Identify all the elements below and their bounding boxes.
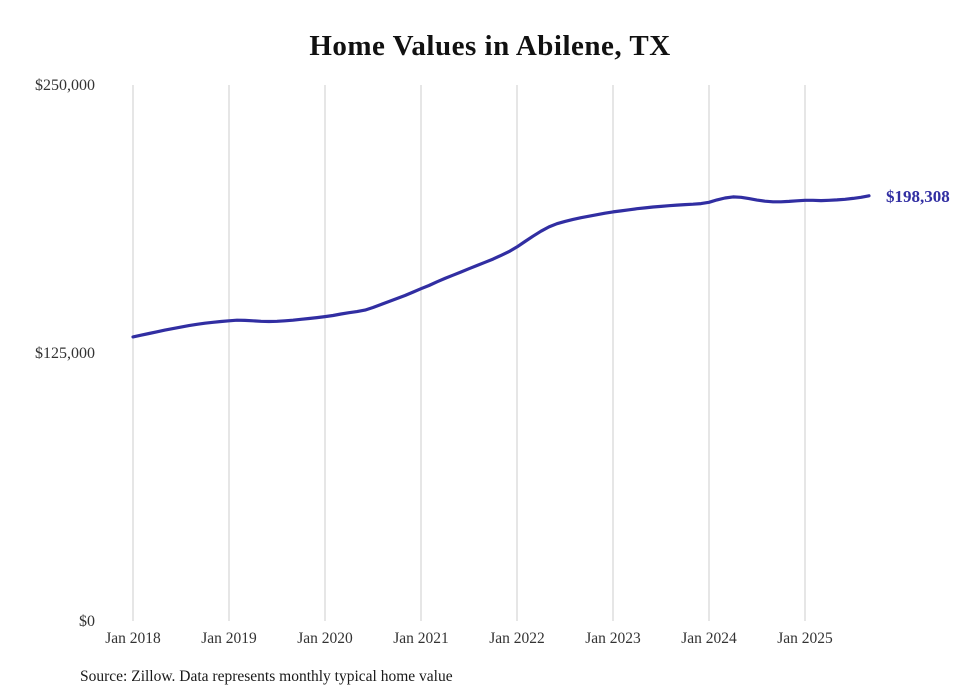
x-axis-tick-label: Jan 2018 xyxy=(105,630,161,647)
x-axis-tick-label: Jan 2021 xyxy=(393,630,449,647)
final-value-label: $198,308 xyxy=(886,187,950,206)
x-axis-tick-label: Jan 2020 xyxy=(297,630,353,647)
y-axis-tick-label: $250,000 xyxy=(35,77,95,94)
x-axis-tick-label: Jan 2023 xyxy=(585,630,641,647)
x-axis-tick-label: Jan 2025 xyxy=(777,630,833,647)
x-axis-tick-label: Jan 2022 xyxy=(489,630,545,647)
home-value-line xyxy=(131,194,871,339)
source-note: Source: Zillow. Data represents monthly … xyxy=(80,668,453,685)
y-axis-tick-label: $125,000 xyxy=(35,345,95,362)
y-axis-tick-label: $0 xyxy=(79,613,95,630)
x-axis-tick-label: Jan 2024 xyxy=(681,630,737,647)
chart-title: Home Values in Abilene, TX xyxy=(309,30,671,62)
x-axis-tick-label: Jan 2019 xyxy=(201,630,257,647)
